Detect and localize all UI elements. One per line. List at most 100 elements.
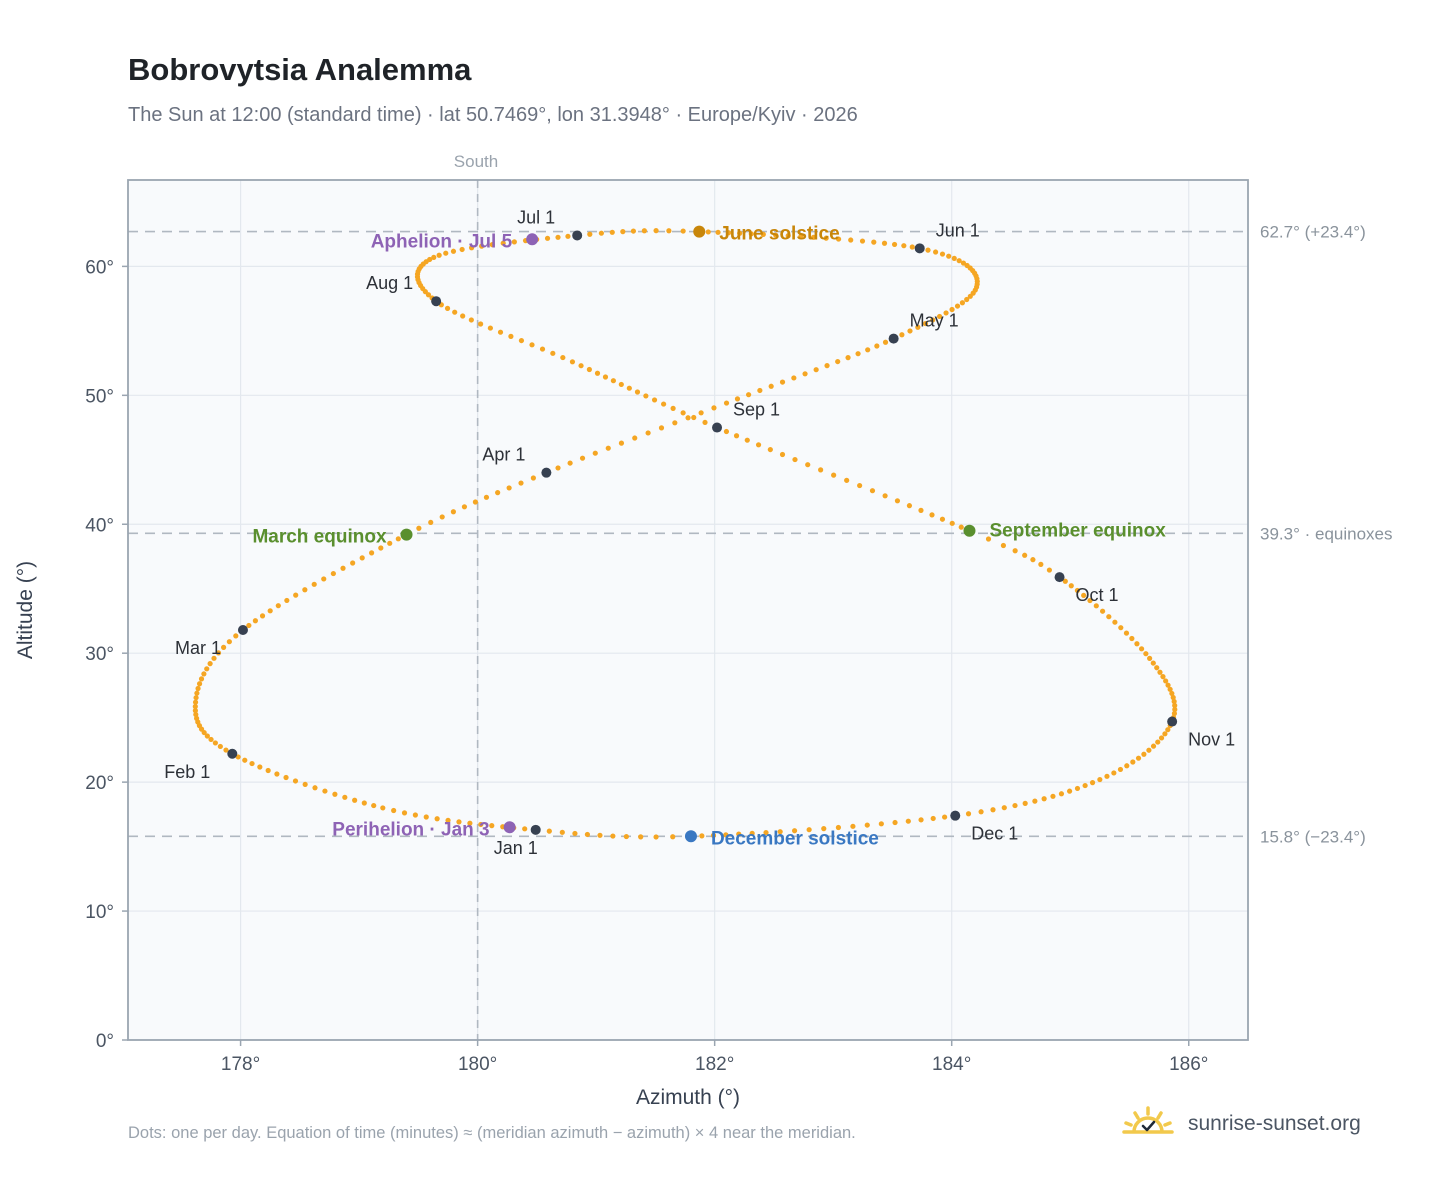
daily-sun-dot: [767, 446, 773, 453]
daily-sun-dot: [891, 241, 898, 248]
daily-sun-dot: [901, 243, 907, 249]
daily-sun-dot: [869, 488, 876, 494]
month-label: Nov 1: [1188, 730, 1235, 750]
daily-sun-dot: [342, 794, 348, 800]
daily-sun-dot: [1097, 776, 1103, 783]
daily-sun-dot: [956, 258, 962, 264]
daily-sun-dot: [246, 622, 252, 629]
daily-sun-dot: [632, 435, 638, 441]
daily-sun-dot: [428, 519, 434, 526]
month-marker: [530, 824, 541, 835]
daily-sun-dot: [805, 462, 811, 468]
daily-sun-dot: [610, 378, 616, 384]
x-tick-label: 184°: [932, 1054, 971, 1075]
daily-sun-dot: [567, 460, 573, 466]
daily-sun-dot: [918, 507, 924, 513]
daily-sun-dot: [434, 816, 440, 822]
daily-sun-dot: [500, 240, 506, 246]
daily-sun-dot: [1134, 641, 1140, 647]
daily-sun-dot: [850, 823, 856, 829]
daily-sun-dot: [1167, 686, 1173, 692]
daily-sun-dot: [954, 303, 961, 309]
daily-sun-dot: [823, 235, 829, 241]
daily-sun-dot: [936, 313, 943, 320]
daily-sun-dot: [881, 240, 888, 246]
plot-background: [128, 180, 1248, 1040]
daily-sun-dot: [330, 570, 336, 577]
daily-sun-dot: [894, 498, 901, 504]
daily-sun-dot: [661, 401, 667, 407]
month-label: Dec 1: [971, 824, 1018, 844]
daily-sun-dot: [302, 781, 308, 788]
daily-sun-dot: [472, 499, 479, 505]
daily-sun-dot: [946, 253, 952, 259]
daily-sun-dot: [1041, 796, 1047, 802]
daily-sun-dot: [546, 828, 552, 834]
daily-sun-dot: [666, 228, 672, 234]
daily-sun-dot: [1104, 773, 1110, 779]
daily-sun-dot: [249, 760, 255, 767]
daily-sun-dot: [610, 833, 616, 839]
daily-sun-dot: [1165, 682, 1171, 688]
daily-sun-dot: [1012, 548, 1018, 554]
daily-sun-dot: [723, 832, 729, 838]
daily-sun-dot: [1157, 669, 1163, 675]
month-marker: [712, 422, 723, 433]
daily-sun-dot: [882, 339, 889, 345]
daily-sun-dot: [1150, 743, 1157, 749]
event-marker-equinox: [963, 524, 976, 537]
daily-sun-dot: [196, 681, 203, 687]
daily-sun-dot: [773, 232, 779, 238]
daily-sun-dot: [450, 248, 457, 254]
daily-sun-dot: [497, 329, 504, 335]
daily-sun-dot: [835, 236, 842, 242]
daily-sun-dot: [638, 834, 644, 840]
daily-sun-dot: [578, 363, 584, 369]
daily-sun-dot: [810, 234, 817, 240]
daily-sun-dot: [958, 524, 964, 530]
daily-sun-dot: [1129, 635, 1135, 642]
daily-sun-dot: [723, 428, 730, 435]
daily-sun-dot: [710, 832, 717, 838]
daily-sun-dot: [204, 733, 210, 739]
daily-sun-dot: [302, 587, 308, 593]
sunrise-logo-icon: [1122, 1106, 1174, 1134]
daily-sun-dot: [350, 560, 356, 566]
event-label: Aphelion · Jul 5: [371, 231, 513, 252]
daily-sun-dot: [274, 771, 280, 777]
daily-sun-dot: [653, 228, 659, 234]
event-label: June solstice: [719, 224, 839, 245]
daily-sun-dot: [905, 818, 911, 824]
brand-name[interactable]: sunrise-sunset.org: [1188, 1112, 1361, 1135]
daily-sun-dot: [1169, 690, 1175, 697]
daily-sun-dot: [412, 812, 418, 818]
daily-sun-dot: [1123, 630, 1130, 636]
daily-sun-dot: [978, 809, 984, 815]
brand-logo[interactable]: sunrise-sunset.org: [1120, 1104, 1361, 1144]
daily-sun-dot: [194, 690, 200, 696]
daily-sun-dot: [835, 358, 841, 365]
daily-sun-dot: [1062, 578, 1068, 584]
daily-sun-dot: [1155, 739, 1161, 745]
daily-sun-dot: [559, 829, 565, 835]
daily-sun-dot: [416, 525, 422, 531]
daily-sun-dot: [391, 807, 397, 814]
daily-sun-dot: [312, 785, 318, 791]
y-tick-label: 10°: [85, 902, 114, 923]
daily-sun-dot: [267, 608, 273, 614]
daily-sun-dot: [518, 337, 525, 344]
daily-sun-dot: [645, 430, 651, 436]
analemma-path: [192, 228, 1178, 840]
daily-sun-dot: [321, 576, 327, 582]
daily-sun-dot: [965, 811, 972, 817]
daily-sun-dot: [201, 671, 207, 677]
daily-sun-dot: [522, 826, 528, 832]
daily-sun-dot: [844, 477, 850, 483]
daily-sun-dot: [369, 550, 375, 556]
daily-sun-dot: [922, 320, 929, 327]
daily-sun-dot: [483, 494, 490, 500]
daily-sun-dot: [951, 255, 957, 261]
daily-sun-dot: [723, 400, 730, 406]
daily-sun-dot: [555, 465, 561, 471]
